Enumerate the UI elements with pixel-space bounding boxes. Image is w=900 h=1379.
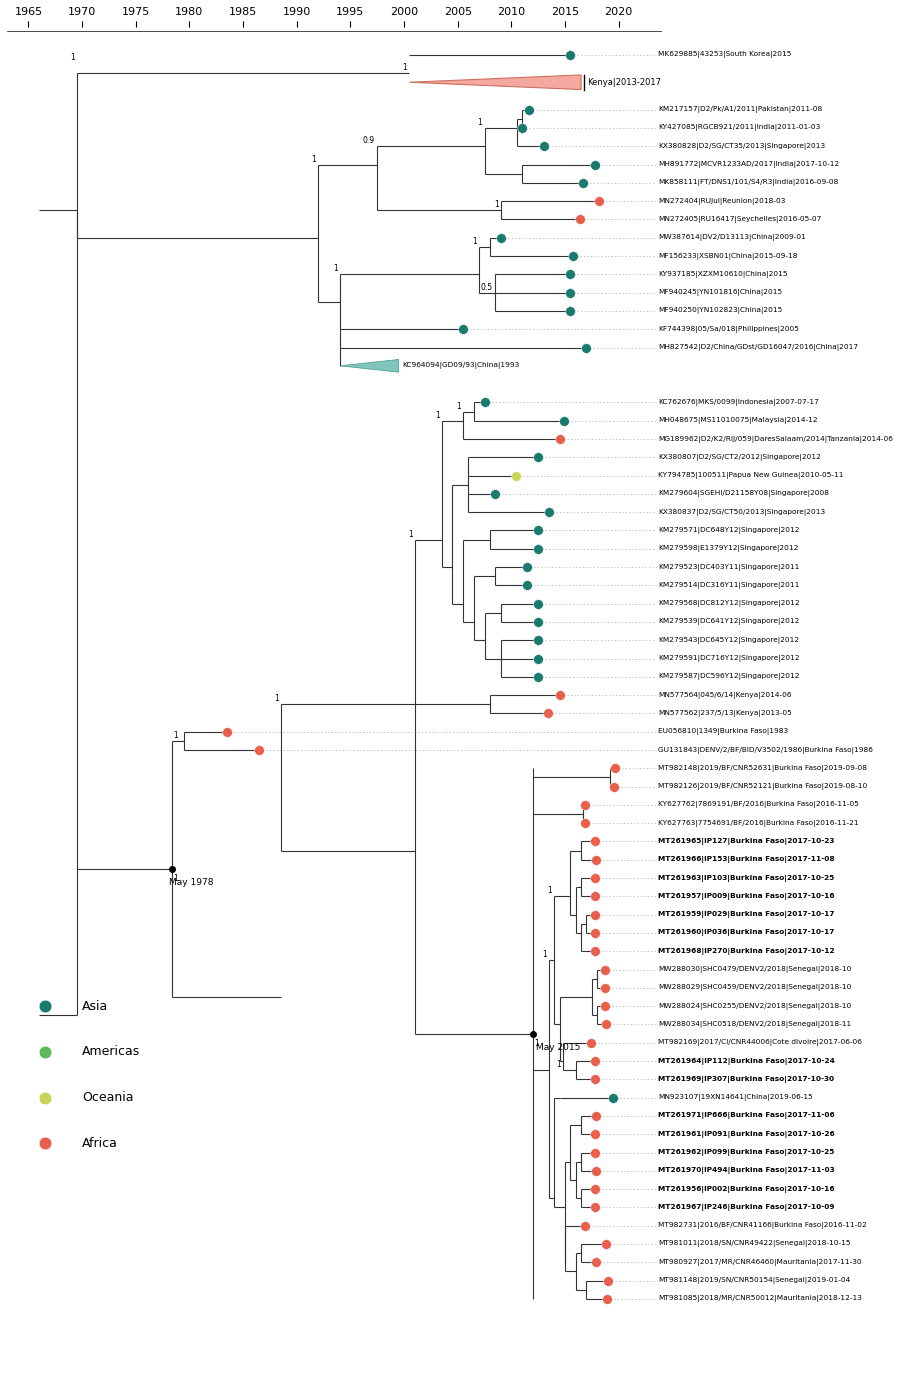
Text: MT261961|IP091|Burkina Faso|2017-10-26: MT261961|IP091|Burkina Faso|2017-10-26 [659,1131,835,1138]
Text: 1: 1 [333,265,338,273]
Text: Oceania: Oceania [82,1091,133,1105]
Text: MT982731|2016/BF/CNR41166|Burkina Faso|2016-11-02: MT982731|2016/BF/CNR41166|Burkina Faso|2… [659,1222,867,1229]
Text: EU056810|1349|Burkina Faso|1983: EU056810|1349|Burkina Faso|1983 [659,728,788,735]
Text: KY427085|RGCB921/2011|India|2011-01-03: KY427085|RGCB921/2011|India|2011-01-03 [659,124,821,131]
Text: KF744398|05/Sa/018|Philippines|2005: KF744398|05/Sa/018|Philippines|2005 [659,325,799,332]
Text: MT982169|2017/CI/CNR44006|Cote dIvoire|2017-06-06: MT982169|2017/CI/CNR44006|Cote dIvoire|2… [659,1040,862,1047]
Text: MT261967|IP246|Burkina Faso|2017-10-09: MT261967|IP246|Burkina Faso|2017-10-09 [659,1204,835,1211]
Text: MT261968|IP270|Burkina Faso|2017-10-12: MT261968|IP270|Burkina Faso|2017-10-12 [659,947,835,954]
Text: MT261970|IP494|Burkina Faso|2017-11-03: MT261970|IP494|Burkina Faso|2017-11-03 [659,1167,835,1175]
Text: MN923107|19XN14641|China|2019-06-15: MN923107|19XN14641|China|2019-06-15 [659,1094,813,1100]
Text: KM279543|DC645Y12|Singapore|2012: KM279543|DC645Y12|Singapore|2012 [659,637,799,644]
Text: 1: 1 [556,1060,561,1069]
Text: MT981148|2019/SN/CNR50154|Senegal|2019-01-04: MT981148|2019/SN/CNR50154|Senegal|2019-0… [659,1277,850,1284]
Text: MT261966|IP153|Burkina Faso|2017-11-08: MT261966|IP153|Burkina Faso|2017-11-08 [659,856,835,863]
Text: MT261965|IP127|Burkina Faso|2017-10-23: MT261965|IP127|Burkina Faso|2017-10-23 [659,838,835,845]
Text: MN272405|RU16417|Seychelles|2016-05-07: MN272405|RU16417|Seychelles|2016-05-07 [659,217,822,223]
Text: 1: 1 [311,154,316,164]
Text: 1: 1 [174,874,178,884]
Text: KY627763|7754691/BF/2016|Burkina Faso|2016-11-21: KY627763|7754691/BF/2016|Burkina Faso|20… [659,819,859,826]
Text: 1: 1 [542,950,547,960]
Text: KM279587|DC596Y12|Singapore|2012: KM279587|DC596Y12|Singapore|2012 [659,673,800,680]
Text: KY937185|XZXM10610|China|2015: KY937185|XZXM10610|China|2015 [659,270,788,277]
Text: KC762676|MKS/0099|Indonesia|2007-07-17: KC762676|MKS/0099|Indonesia|2007-07-17 [659,399,819,405]
Text: KC964094|GD09/93|China|1993: KC964094|GD09/93|China|1993 [402,363,519,370]
Text: MG189962|D2/K2/RIJ/059|DaresSalaam/2014|Tanzania|2014-06: MG189962|D2/K2/RIJ/059|DaresSalaam/2014|… [659,436,894,443]
Text: KM279523|DC403Y11|Singapore|2011: KM279523|DC403Y11|Singapore|2011 [659,564,800,571]
Text: KX380837|D2/SG/CT50/2013|Singapore|2013: KX380837|D2/SG/CT50/2013|Singapore|2013 [659,509,825,516]
Text: MW288030|SHC0479/DENV2/2018|Senegal|2018-10: MW288030|SHC0479/DENV2/2018|Senegal|2018… [659,967,851,974]
Text: KX380807|D2/SG/CT2/2012|Singapore|2012: KX380807|D2/SG/CT2/2012|Singapore|2012 [659,454,822,461]
Text: MT261956|IP002|Burkina Faso|2017-10-16: MT261956|IP002|Burkina Faso|2017-10-16 [659,1186,835,1193]
Text: MT981085|2018/MR/CNR50012|Mauritania|2018-12-13: MT981085|2018/MR/CNR50012|Mauritania|201… [659,1295,862,1302]
Text: Americas: Americas [82,1045,140,1059]
Text: 1: 1 [174,731,178,741]
Text: MT261971|IP666|Burkina Faso|2017-11-06: MT261971|IP666|Burkina Faso|2017-11-06 [659,1113,835,1120]
Text: MT982148|2019/BF/CNR52631|Burkina Faso|2019-09-08: MT982148|2019/BF/CNR52631|Burkina Faso|2… [659,765,868,772]
Text: MN577562|237/5/13|Kenya|2013-05: MN577562|237/5/13|Kenya|2013-05 [659,710,792,717]
Text: MW288024|SHC0255/DENV2/2018|Senegal|2018-10: MW288024|SHC0255/DENV2/2018|Senegal|2018… [659,1003,851,1009]
Text: KY627762|7869191/BF/2016|Burkina Faso|2016-11-05: KY627762|7869191/BF/2016|Burkina Faso|20… [659,801,860,808]
Text: KM279539|DC641Y12|Singapore|2012: KM279539|DC641Y12|Singapore|2012 [659,618,800,626]
Text: MT981011|2018/SN/CNR49422|Senegal|2018-10-15: MT981011|2018/SN/CNR49422|Senegal|2018-1… [659,1241,850,1248]
Text: MT261964|IP112|Burkina Faso|2017-10-24: MT261964|IP112|Burkina Faso|2017-10-24 [659,1058,835,1065]
Text: MW387614|DV2/D13113|China|2009-01: MW387614|DV2/D13113|China|2009-01 [659,234,806,241]
Text: MT980927|2017/MR/CNR46460|Mauritania|2017-11-30: MT980927|2017/MR/CNR46460|Mauritania|201… [659,1259,862,1266]
Text: Africa: Africa [82,1136,118,1150]
Text: May 1978: May 1978 [169,878,213,887]
Text: MK629885|43253|South Korea|2015: MK629885|43253|South Korea|2015 [659,51,792,58]
Text: 1: 1 [478,119,482,127]
Text: 0.9: 0.9 [363,137,375,145]
Text: 1: 1 [547,887,552,895]
Text: MT982126|2019/BF/CNR52121|Burkina Faso|2019-08-10: MT982126|2019/BF/CNR52121|Burkina Faso|2… [659,783,868,790]
Text: MT261959|IP029|Burkina Faso|2017-10-17: MT261959|IP029|Burkina Faso|2017-10-17 [659,912,835,918]
Text: MW288034|SHC0518/DENV2/2018|Senegal|2018-11: MW288034|SHC0518/DENV2/2018|Senegal|2018… [659,1020,851,1027]
Text: MT261960|IP036|Burkina Faso|2017-10-17: MT261960|IP036|Burkina Faso|2017-10-17 [659,929,835,936]
Text: Kenya|2013-2017: Kenya|2013-2017 [588,77,662,87]
Text: KM279591|DC716Y12|Singapore|2012: KM279591|DC716Y12|Singapore|2012 [659,655,800,662]
Text: 1: 1 [70,54,75,62]
Polygon shape [339,360,399,372]
Polygon shape [410,74,581,90]
Text: KM279568|DC812Y12|Singapore|2012: KM279568|DC812Y12|Singapore|2012 [659,600,800,607]
Text: MN577564|045/6/14|Kenya|2014-06: MN577564|045/6/14|Kenya|2014-06 [659,692,792,699]
Text: 1: 1 [274,695,278,703]
Text: May 2015: May 2015 [536,1043,580,1052]
Text: KM279571|DC648Y12|Singapore|2012: KM279571|DC648Y12|Singapore|2012 [659,527,800,534]
Text: 0.5: 0.5 [481,283,493,292]
Text: 1: 1 [472,237,477,245]
Text: 1: 1 [456,401,461,411]
Text: 1: 1 [402,63,408,72]
Text: MH827542|D2/China/GDst/GD16047/2016|China|2017: MH827542|D2/China/GDst/GD16047/2016|Chin… [659,343,859,352]
Text: KY794785|100511|Papua New Guinea|2010-05-11: KY794785|100511|Papua New Guinea|2010-05… [659,472,844,479]
Text: MN272404|RUJul|Reunion|2018-03: MN272404|RUJul|Reunion|2018-03 [659,197,786,204]
Text: MT261963|IP103|Burkina Faso|2017-10-25: MT261963|IP103|Burkina Faso|2017-10-25 [659,874,834,881]
Text: MT261962|IP099|Burkina Faso|2017-10-25: MT261962|IP099|Burkina Faso|2017-10-25 [659,1149,835,1156]
Text: MK858111|FT/DNS1/101/S4/R3|India|2016-09-08: MK858111|FT/DNS1/101/S4/R3|India|2016-09… [659,179,839,186]
Text: MF940245|YN101816|China|2015: MF940245|YN101816|China|2015 [659,290,782,296]
Text: MF156233|XSBN01|China|2015-09-18: MF156233|XSBN01|China|2015-09-18 [659,252,798,259]
Text: MH891772|MCVR1233AD/2017|India|2017-10-12: MH891772|MCVR1233AD/2017|India|2017-10-1… [659,161,840,168]
Text: KM217157|D2/Pk/A1/2011|Pakistan|2011-08: KM217157|D2/Pk/A1/2011|Pakistan|2011-08 [659,106,823,113]
Text: 1: 1 [435,411,439,419]
Text: MT261957|IP009|Burkina Faso|2017-10-16: MT261957|IP009|Burkina Faso|2017-10-16 [659,892,835,900]
Text: KM279598|E1379Y12|Singapore|2012: KM279598|E1379Y12|Singapore|2012 [659,545,799,552]
Text: MF940250|YN102823|China|2015: MF940250|YN102823|China|2015 [659,308,783,314]
Text: KM279514|DC316Y11|Singapore|2011: KM279514|DC316Y11|Singapore|2011 [659,582,800,589]
Text: GU131843|DENV/2/BF/BID/V3502/1986|Burkina Faso|1986: GU131843|DENV/2/BF/BID/V3502/1986|Burkin… [659,746,873,753]
Text: MH048675|MS11010075|Malaysia|2014-12: MH048675|MS11010075|Malaysia|2014-12 [659,418,818,425]
Text: 1: 1 [494,200,499,210]
Text: MT261969|IP307|Burkina Faso|2017-10-30: MT261969|IP307|Burkina Faso|2017-10-30 [659,1076,834,1083]
Text: Asia: Asia [82,1000,108,1012]
Text: 1: 1 [408,530,412,539]
Text: KX380828|D2/SG/CT35/2013|Singapore|2013: KX380828|D2/SG/CT35/2013|Singapore|2013 [659,143,825,150]
Text: 1: 1 [534,1040,538,1048]
Text: KM279604|SGEHI/D21158Y08|Singapore|2008: KM279604|SGEHI/D21158Y08|Singapore|2008 [659,491,830,498]
Text: MW288029|SHC0459/DENV2/2018|Senegal|2018-10: MW288029|SHC0459/DENV2/2018|Senegal|2018… [659,985,851,992]
